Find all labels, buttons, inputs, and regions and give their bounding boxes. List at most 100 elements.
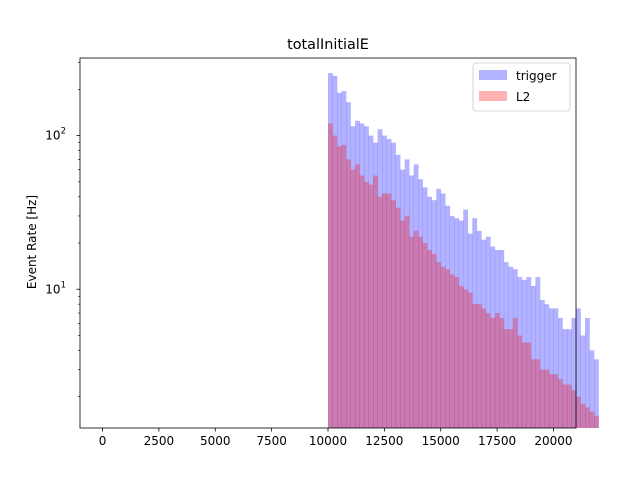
L2-bar — [364, 181, 369, 428]
trigger-bar — [467, 233, 473, 428]
trigger-bar — [585, 317, 590, 428]
x-tick-label: 0 — [99, 434, 107, 448]
trigger-bar — [476, 230, 482, 428]
L2-bar — [526, 342, 532, 428]
trigger-bar — [328, 73, 333, 429]
trigger-bar — [472, 218, 478, 428]
L2-bar — [589, 411, 595, 428]
trigger-bar — [332, 75, 338, 428]
trigger-bar — [521, 279, 527, 428]
legend-box — [472, 62, 571, 112]
L2-bar — [431, 253, 437, 428]
L2-bar — [594, 415, 599, 428]
L2-bar — [346, 159, 351, 428]
y-axis-label: Event Rate [Hz] — [25, 195, 39, 289]
L2-bar — [544, 369, 550, 428]
trigger-bar — [508, 266, 514, 428]
trigger-bar — [445, 205, 451, 428]
legend: trigger L2 — [472, 62, 571, 112]
L2-bar — [368, 184, 374, 428]
x-axis-ticks: 0 2500 5000 7500 10000 12500 15000 17500 20000 — [99, 428, 573, 448]
L2-bar — [395, 207, 401, 428]
legend-label-trigger: trigger — [516, 69, 557, 83]
trigger-bar — [436, 188, 442, 428]
trigger-bar — [391, 142, 396, 428]
L2-bar — [490, 317, 496, 428]
L2-bar — [485, 313, 491, 428]
x-tick-label: 20000 — [534, 434, 572, 448]
L2-bar — [422, 243, 428, 428]
trigger-bar — [557, 317, 563, 428]
trigger-bar — [499, 250, 505, 428]
trigger-bar — [409, 175, 414, 428]
trigger-bar — [350, 126, 356, 428]
trigger-bar — [359, 123, 365, 428]
trigger-bar — [535, 277, 541, 428]
L2-bar — [341, 144, 347, 428]
x-tick-label: 12500 — [365, 434, 403, 448]
L2-bar — [472, 304, 478, 428]
L2-bar — [467, 292, 473, 428]
x-tick-label: 5000 — [200, 434, 231, 448]
L2-bar — [494, 313, 500, 428]
L2-bar — [566, 384, 572, 428]
L2-bar — [337, 146, 342, 428]
L2-bar — [386, 193, 392, 428]
L2-bar — [517, 335, 523, 428]
L2-bar — [350, 169, 356, 428]
L2-bar — [377, 196, 383, 428]
L2-bar — [580, 403, 586, 428]
L2-bar — [391, 200, 396, 428]
trigger-bar — [413, 164, 419, 428]
L2-bar — [557, 379, 563, 428]
L2-bar — [535, 359, 541, 428]
trigger-bar — [526, 277, 532, 428]
plot-frame — [79, 57, 577, 429]
L2-bar — [562, 384, 568, 428]
legend-label-L2: L2 — [516, 90, 530, 104]
trigger-bar — [562, 329, 568, 428]
trigger-bar — [454, 218, 460, 428]
x-tick-label: 15000 — [422, 434, 460, 448]
trigger-bar — [337, 92, 342, 428]
L2-bar — [458, 285, 464, 428]
trigger-bar — [440, 193, 446, 428]
trigger-bar — [400, 169, 405, 428]
trigger-bar — [580, 335, 586, 428]
L2-bar — [413, 230, 419, 428]
L2-bar — [576, 396, 581, 428]
chart-title: totalInitialE — [287, 37, 369, 53]
L2-bar — [499, 317, 505, 428]
L2-bar — [508, 329, 514, 428]
trigger-bar — [512, 269, 518, 428]
x-tick-label: 17500 — [478, 434, 516, 448]
trigger-bar — [530, 285, 536, 428]
trigger-bar — [427, 196, 433, 428]
legend-swatch-trigger — [479, 70, 507, 80]
trigger-bar — [463, 209, 469, 428]
trigger-bar — [494, 250, 500, 428]
trigger-bar — [355, 120, 360, 428]
trigger-bar — [386, 139, 392, 428]
L2-bar — [440, 266, 446, 428]
trigger-bar — [566, 329, 572, 428]
L2-bar — [481, 308, 487, 428]
trigger-bar — [503, 262, 509, 428]
L2-bar — [359, 175, 365, 428]
L2-bar — [512, 317, 518, 428]
trigger-bar — [481, 239, 487, 428]
trigger-bar — [341, 91, 347, 429]
trigger-bar — [490, 246, 496, 428]
trigger-bar — [576, 308, 581, 428]
trigger-bar — [539, 300, 545, 428]
L2-bar — [436, 262, 442, 428]
L2-bar — [445, 269, 451, 428]
x-tick-label: 2500 — [144, 434, 175, 448]
trigger-bar — [594, 359, 599, 428]
trigger-bar — [346, 102, 351, 428]
L2-bar — [400, 220, 405, 428]
L2-bar — [355, 164, 360, 428]
L2-bar — [418, 236, 423, 428]
L2-bar — [530, 359, 536, 428]
trigger-bar — [458, 220, 464, 428]
